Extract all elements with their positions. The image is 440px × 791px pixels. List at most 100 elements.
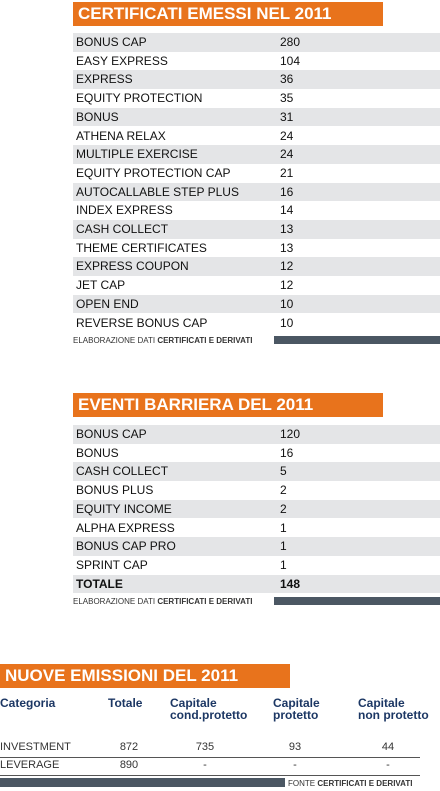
row-value: 13	[280, 222, 294, 236]
table-footer: FONTE CERTIFICATI E DERIVATI	[288, 779, 412, 788]
column-header: non protetto	[358, 708, 429, 722]
row-value: 35	[280, 91, 294, 106]
row-value: 16	[280, 445, 294, 460]
table-row: EQUITY PROTECTION 35	[73, 89, 440, 108]
row-label: MULTIPLE EXERCISE	[76, 147, 198, 162]
row-label: ATHENA RELAX	[76, 128, 166, 143]
row-label: EXPRESS	[76, 72, 133, 87]
row-value: 10	[280, 296, 294, 311]
row-value: 24	[280, 128, 294, 143]
row-label: REVERSE BONUS CAP	[76, 315, 208, 330]
table-row: BONUS 31	[73, 107, 440, 127]
row-label: BONUS	[76, 445, 119, 460]
table-row: AUTOCALLABLE STEP PLUS 16	[73, 182, 440, 202]
column-header: Capitale	[273, 696, 320, 710]
row-value: 10	[280, 315, 294, 330]
table-row: BONUS PLUS 2	[73, 481, 440, 500]
row-line	[0, 775, 420, 776]
column-header: cond.protetto	[170, 708, 248, 722]
row-value: 36	[280, 72, 294, 87]
row-label: BONUS CAP PRO	[76, 539, 176, 554]
row-value: 1	[280, 557, 287, 572]
row-label: CASH COLLECT	[76, 222, 169, 236]
table-title: NUOVE EMISSIONI DEL 2011	[0, 664, 290, 688]
row-value: 2	[280, 501, 287, 516]
row-value: 16	[280, 184, 294, 199]
footer-bar	[274, 336, 440, 345]
table-row: THEME CERTIFICATES 13	[73, 239, 440, 258]
row-value: 93	[288, 741, 302, 753]
row-label: BONUS CAP	[76, 35, 147, 49]
row-label: AUTOCALLABLE STEP PLUS	[76, 184, 239, 199]
table-row: OPEN END 10	[73, 294, 440, 314]
row-label: LEVERAGE	[0, 759, 60, 771]
row-value: 12	[280, 259, 294, 274]
row-value: 2	[280, 483, 287, 498]
table-row: JET CAP 12	[73, 276, 440, 295]
table-row: TOTALE 148	[73, 574, 440, 594]
table-title: CERTIFICATI EMESSI NEL 2011	[73, 2, 383, 26]
row-value: 24	[280, 147, 294, 162]
row-value: 5	[280, 464, 287, 479]
row-label: BONUS CAP	[76, 427, 147, 441]
row-label: TOTALE	[76, 576, 123, 591]
row-label: EASY EXPRESS	[76, 53, 168, 68]
row-label: EQUITY INCOME	[76, 501, 172, 516]
row-label: THEME CERTIFICATES	[76, 240, 207, 255]
row-value: 1	[280, 539, 287, 554]
table-row: EASY EXPRESS 104	[73, 52, 440, 71]
row-value: 14	[280, 203, 294, 218]
row-value: -	[203, 759, 207, 771]
column-header: Capitale	[358, 696, 405, 710]
row-value: 13	[280, 240, 294, 255]
row-value: 104	[280, 53, 301, 68]
row-value: 890	[119, 759, 139, 771]
row-label: JET CAP	[76, 278, 126, 293]
row-label: EXPRESS COUPON	[76, 259, 189, 274]
row-label: ALPHA EXPRESS	[76, 520, 175, 535]
footer-source: CERTIFICATI E DERIVATI	[157, 336, 253, 346]
column-header: Capitale	[170, 696, 217, 710]
footer-text: ELABORAZIONE DATI	[73, 336, 158, 346]
footer-bar	[274, 597, 440, 606]
table-row: CASH COLLECT 5	[73, 462, 440, 482]
footer-bar	[0, 778, 285, 787]
row-value: 148	[280, 576, 301, 591]
table-row: BONUS CAP 280	[73, 33, 440, 52]
row-label: BONUS	[76, 109, 119, 124]
table-row: EXPRESS 36	[73, 70, 440, 90]
table-title: EVENTI BARRIERA DEL 2011	[73, 393, 383, 417]
row-value: 735	[195, 741, 215, 753]
row-value: 21	[280, 165, 294, 180]
row-label: INVESTMENT	[0, 741, 71, 753]
row-value: 31	[280, 109, 294, 124]
table-row: BONUS CAP 120	[73, 425, 440, 444]
table-row: MULTIPLE EXERCISE 24	[73, 145, 440, 164]
row-value: 872	[119, 741, 139, 753]
footer-source: CERTIFICATI E DERIVATI	[157, 597, 253, 607]
footer-source: CERTIFICATI E DERIVATI	[317, 779, 413, 788]
row-label: CASH COLLECT	[76, 464, 169, 479]
footer-text: FONTE	[288, 779, 318, 788]
row-value: 280	[280, 35, 301, 49]
row-label: EQUITY PROTECTION CAP	[76, 165, 231, 180]
table-row: ALPHA EXPRESS 1	[73, 519, 440, 538]
table-row: ATHENA RELAX 24	[73, 127, 440, 146]
row-value: 12	[280, 278, 294, 293]
table-row: CASH COLLECT 13	[73, 220, 440, 239]
table-row: BONUS 16	[73, 444, 440, 463]
row-value: 120	[280, 427, 301, 441]
row-label: BONUS PLUS	[76, 483, 154, 498]
row-label: OPEN END	[76, 296, 139, 311]
row-label: INDEX EXPRESS	[76, 203, 173, 218]
table-row: INDEX EXPRESS 14	[73, 201, 440, 220]
table-row: EQUITY PROTECTION CAP 21	[73, 164, 440, 183]
column-header: protetto	[273, 708, 319, 722]
column-header: Categoria	[0, 696, 56, 710]
table-row: REVERSE BONUS CAP 10	[73, 314, 440, 333]
table-footer: ELABORAZIONE DATI CERTIFICATI E DERIVATI	[73, 597, 252, 606]
table-row: SPRINT CAP 1	[73, 556, 440, 575]
row-value: -	[386, 759, 390, 771]
table-footer: ELABORAZIONE DATI CERTIFICATI E DERIVATI	[73, 336, 252, 345]
